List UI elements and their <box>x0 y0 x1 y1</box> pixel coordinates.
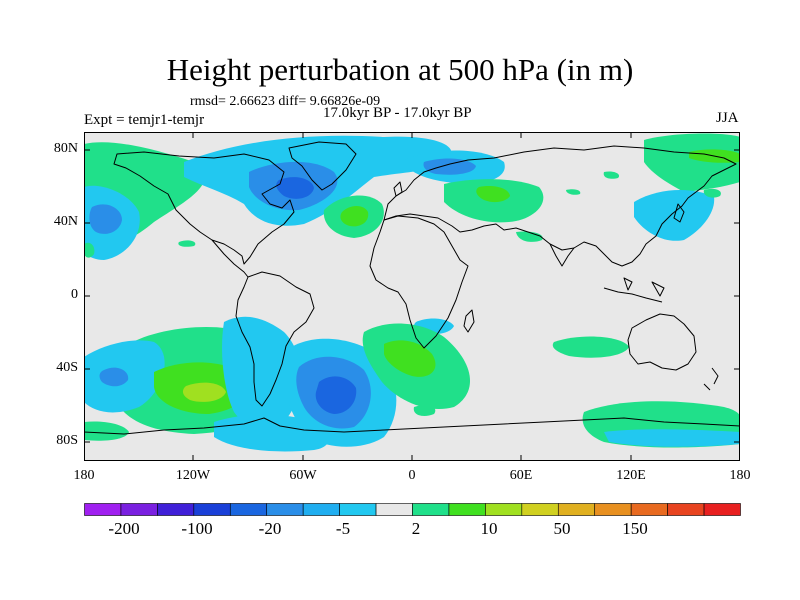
lon-label-180w: 180 <box>73 468 95 483</box>
australia-coastline <box>627 313 697 371</box>
colorbar-swatch <box>157 503 195 516</box>
africa-coastline <box>369 215 469 349</box>
lon-label-120w: 120W <box>175 468 211 483</box>
contour-region <box>634 190 715 241</box>
colorbar-label: -100 <box>181 519 213 538</box>
contour-region <box>384 340 436 377</box>
contour-region <box>604 429 740 447</box>
colorbar-label: 10 <box>480 519 498 538</box>
colorbar-swatch <box>594 503 632 516</box>
colorbar-swatch <box>120 503 158 516</box>
colorbar-swatch <box>557 503 596 516</box>
contour-region <box>516 231 543 242</box>
indonesia-coastline <box>603 277 665 303</box>
north-america-coastline <box>113 151 295 265</box>
colorbar-swatch <box>630 503 668 516</box>
colorbar-swatch <box>302 503 340 516</box>
map-title: Height perturbation at 500 hPa (in m) <box>166 52 634 87</box>
eurasia-coastline <box>383 145 737 267</box>
lon-label-60e: 60E <box>509 468 533 483</box>
india-coastline <box>549 243 575 267</box>
colorbar-swatch <box>193 503 231 516</box>
contour-region <box>566 189 581 195</box>
colorbar-svg <box>84 503 741 516</box>
lat-label-40s: 40S <box>56 360 78 375</box>
contour-region <box>182 382 226 402</box>
contour-region <box>178 240 196 247</box>
colorbar-label: -200 <box>108 519 140 538</box>
contour-region <box>603 171 620 179</box>
colorbar-label: 150 <box>622 519 648 538</box>
contour-region <box>276 177 314 199</box>
contour-region <box>84 421 129 441</box>
contour-region <box>99 367 129 387</box>
colorbar-swatch <box>229 503 268 516</box>
colorbar-label: 50 <box>553 519 571 538</box>
lon-label-120e: 120E <box>616 468 646 483</box>
contour-region <box>84 242 95 258</box>
colorbar-label: -5 <box>335 519 351 538</box>
colorbar-swatch <box>84 503 122 516</box>
colorbar-swatch <box>667 503 705 516</box>
lon-label-0: 0 <box>408 468 416 483</box>
map-svg <box>84 132 740 461</box>
colorbar-swatch <box>521 503 559 516</box>
axis-ticks <box>84 132 740 461</box>
colorbar-swatch <box>703 503 741 516</box>
contour-region <box>89 204 122 234</box>
japan-coastline <box>673 203 685 223</box>
contour-fill-layer <box>84 133 740 452</box>
colorbar <box>84 503 741 521</box>
contour-region <box>644 133 740 192</box>
contour-region <box>340 206 369 227</box>
uk-coastline <box>393 181 403 197</box>
rmsd-subtitle: rmsd= 2.66623 diff= 9.66826e-09 <box>190 94 381 109</box>
lat-label-80n: 80N <box>53 141 78 156</box>
colorbar-swatch <box>412 503 450 516</box>
map-plot-area <box>84 132 740 461</box>
lon-label-60w: 60W <box>289 468 317 483</box>
colorbar-label: 2 <box>411 519 421 538</box>
contour-region <box>222 316 301 428</box>
lat-label-0: 0 <box>71 287 78 302</box>
colorbar-swatch <box>375 503 413 516</box>
colorbar-swatch <box>448 503 486 516</box>
south-america-coastline <box>235 271 315 407</box>
colorbar-swatch <box>485 503 523 516</box>
contour-region <box>423 158 476 175</box>
madagascar-coastline <box>463 309 475 333</box>
colorbar-swatch <box>339 503 377 516</box>
colorbar-label: -20 <box>258 519 282 538</box>
contour-region <box>476 186 510 203</box>
lat-label-40n: 40N <box>53 214 78 229</box>
new-zealand-coastline <box>703 367 719 391</box>
colorbar-swatch <box>266 503 304 516</box>
season-label: JJA <box>716 110 739 126</box>
antarctica-coastline <box>84 417 740 435</box>
central-america-coastline <box>211 239 249 278</box>
greenland-coastline <box>288 141 357 191</box>
lat-label-80s: 80S <box>56 433 78 448</box>
lon-label-180e: 180 <box>729 468 751 483</box>
contour-region <box>703 188 721 198</box>
contour-region <box>315 376 357 414</box>
contour-region <box>552 336 629 358</box>
contour-region <box>413 404 436 416</box>
period-label: 17.0kyr BP - 17.0kyr BP <box>323 105 472 121</box>
experiment-label: Expt = temjr1-temjr <box>84 112 205 128</box>
coastlines <box>84 141 740 435</box>
